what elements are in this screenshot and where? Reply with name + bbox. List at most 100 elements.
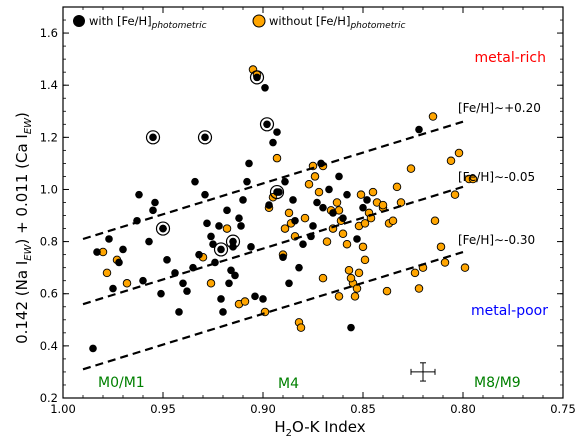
point-with-feh	[285, 279, 293, 288]
y-tick-label: 0.2	[40, 391, 58, 405]
point-without-feh	[440, 258, 450, 267]
point-without-feh	[360, 219, 370, 228]
point-with-feh	[195, 250, 203, 259]
point-without-feh	[206, 279, 216, 288]
point-without-feh	[284, 208, 294, 218]
point-without-feh	[368, 187, 378, 197]
point-with-feh	[217, 295, 225, 303]
y-tick-label: 1.6	[40, 26, 58, 40]
x-tick-label: 0.90	[250, 402, 276, 416]
annotation-m4: M4	[278, 376, 299, 392]
point-ring	[225, 234, 241, 249]
point-with-feh	[269, 138, 277, 147]
point-with-feh	[115, 258, 123, 267]
point-with-feh	[281, 177, 289, 186]
y-tick-label: 1.2	[40, 130, 58, 144]
point-with-feh	[203, 219, 211, 228]
annotation-m8-m9: M8/M9	[474, 375, 521, 391]
point-without-feh	[454, 148, 464, 158]
point-with-feh	[201, 190, 209, 199]
x-axis-label: H2O-K Index	[274, 418, 365, 439]
point-with-feh-ringed	[263, 120, 271, 129]
point-with-feh-ringed	[149, 133, 157, 142]
point-with-feh	[319, 203, 327, 212]
point-with-feh-ringed	[253, 73, 261, 82]
point-without-feh	[392, 182, 402, 192]
point-with-feh	[279, 253, 287, 262]
point-with-feh	[347, 323, 355, 332]
point-with-feh	[273, 128, 281, 136]
point-with-feh	[229, 243, 237, 251]
point-with-feh	[415, 125, 423, 134]
point-without-feh	[406, 164, 416, 173]
point-with-feh	[247, 243, 255, 251]
line-label-minus030: [Fe/H]∼-0.30	[458, 233, 535, 247]
point-without-feh	[332, 198, 342, 207]
metallicity-lines-layer	[82, 120, 464, 382]
metallicity-line-1	[82, 185, 464, 306]
x-tick-label: 1.00	[50, 402, 76, 416]
point-with-feh-ringed	[229, 237, 237, 246]
point-without-feh	[446, 156, 456, 166]
point-with-feh	[119, 245, 127, 254]
point-without-feh	[450, 190, 460, 199]
plot-background	[63, 7, 563, 398]
point-without-feh	[396, 198, 406, 207]
point-with-feh	[245, 159, 253, 168]
point-with-feh	[237, 222, 245, 230]
line-label-plus020: [Fe/H]∼+0.20	[458, 101, 541, 115]
plot-area	[63, 7, 563, 398]
point-without-feh	[414, 284, 424, 293]
point-with-feh	[359, 203, 367, 212]
point-with-feh	[179, 279, 187, 288]
point-with-feh	[343, 190, 351, 199]
point-without-feh	[382, 286, 392, 296]
point-with-feh	[145, 237, 153, 246]
point-without-feh	[304, 180, 314, 189]
y-tick-label: 0.4	[40, 339, 58, 353]
point-ring	[197, 130, 213, 145]
y-tick-label: 1.0	[40, 182, 58, 196]
legend-label-without: without [Fe/H]photometric	[269, 14, 405, 31]
point-with-feh	[261, 84, 269, 92]
point-with-feh	[227, 266, 235, 275]
legend-label-with: with [Fe/H]photometric	[89, 14, 207, 31]
point-ring	[249, 70, 265, 85]
point-ring	[269, 184, 285, 200]
legend: with [Fe/H]photometric without [Fe/H]pho…	[73, 14, 405, 31]
point-with-feh	[191, 177, 199, 186]
point-without-feh	[342, 239, 352, 249]
legend-marker-with	[73, 15, 85, 27]
point-with-feh	[149, 206, 157, 215]
point-with-feh	[339, 214, 347, 222]
point-with-feh	[235, 214, 243, 222]
point-with-feh-ringed	[273, 188, 281, 196]
point-without-feh	[318, 273, 328, 283]
point-with-feh	[295, 263, 303, 272]
point-without-feh	[344, 266, 354, 275]
point-with-feh	[363, 196, 371, 204]
point-with-feh	[325, 185, 333, 194]
point-without-feh	[322, 237, 332, 246]
point-without-feh	[436, 242, 446, 252]
annotation-metal-poor: metal-poor	[471, 303, 548, 319]
point-without-feh	[300, 213, 310, 223]
x-tick-label: 0.85	[350, 402, 376, 416]
axes-layer: 1.00 0.95 0.90 0.85 0.80 0.75 0.2 0.4 0.6 0.8 1.0 1…	[40, 6, 576, 416]
data-points-layer	[89, 65, 478, 353]
y-tick-label: 1.4	[40, 78, 58, 92]
point-without-feh	[378, 200, 388, 210]
point-without-feh	[430, 216, 440, 225]
legend-marker-without	[252, 14, 266, 28]
point-with-feh	[299, 240, 307, 249]
point-with-feh	[183, 287, 191, 295]
y-tick-label: 0.6	[40, 287, 58, 301]
point-with-feh	[259, 295, 267, 303]
point-with-feh	[243, 177, 251, 186]
point-ring	[213, 242, 229, 257]
annotation-metal-rich: metal-rich	[475, 50, 546, 66]
point-without-feh	[428, 112, 438, 121]
point-without-feh	[222, 224, 232, 233]
point-without-feh	[240, 297, 250, 306]
point-ring	[259, 117, 275, 132]
